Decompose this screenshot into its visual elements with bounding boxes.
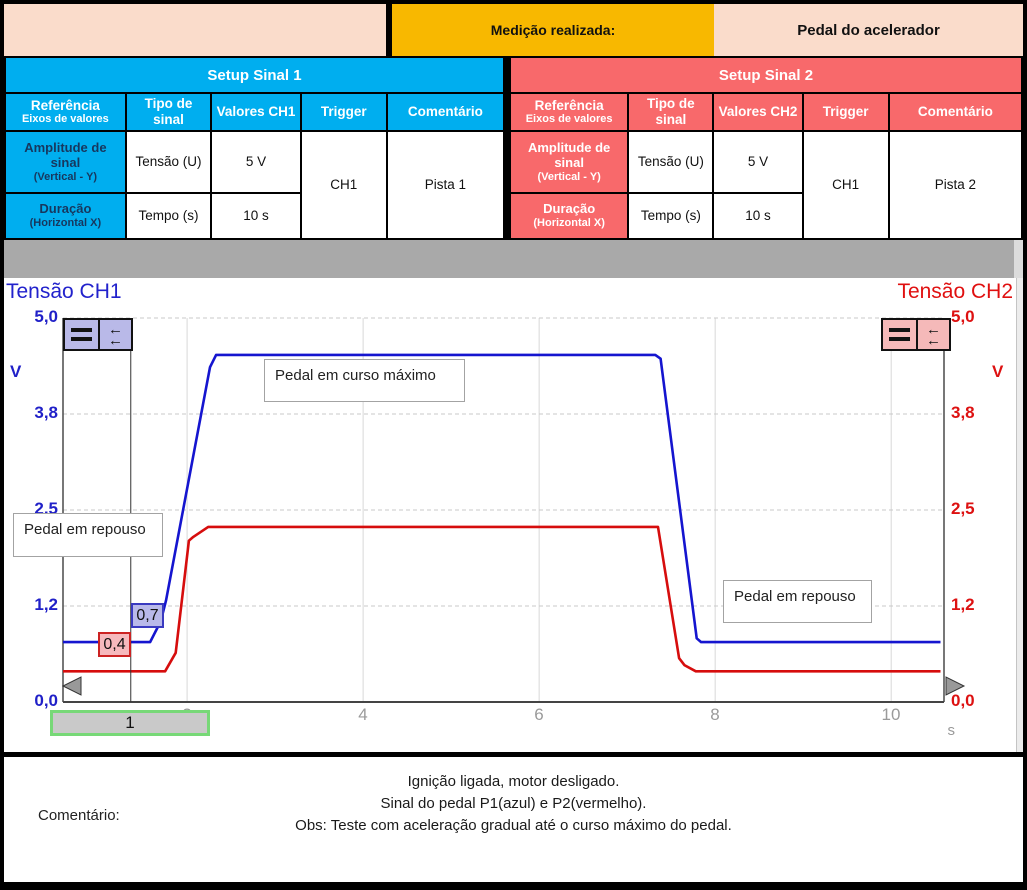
y-tick-right: 0,0 (951, 691, 975, 710)
signal-plot (61, 317, 966, 703)
measurement-label: Medição realizada: (392, 4, 714, 56)
ch1-pan-left-icon[interactable]: ← ← (98, 320, 131, 349)
series-CH2 (63, 525, 941, 673)
row2-ref-main: Duração (543, 201, 596, 217)
x-tick: 8 (710, 705, 720, 724)
ch2-scale-lines-icon[interactable] (883, 320, 916, 349)
left-arrow-icon: ← (926, 320, 941, 338)
header-blank-cell (4, 4, 386, 56)
setup2-row2-valor: 10 s (714, 194, 802, 238)
divider (4, 56, 1023, 58)
left-arrow-icon: ← (108, 331, 123, 349)
col-ref-sub: Eixos de valores (21, 113, 109, 126)
comment-line: Sinal do pedal P1(azul) e P2(vermelho). (380, 795, 647, 812)
comment-text: Ignição ligada, motor desligado. Sinal d… (4, 771, 1023, 837)
y-unit-right: V (992, 362, 1004, 381)
comment-section: Comentário: Ignição ligada, motor deslig… (4, 757, 1023, 882)
setup1-col-valores: Valores CH1 (212, 94, 300, 130)
setup1-row2-tipo: Tempo (s) (126, 194, 211, 238)
row1-ref-sub: (Vertical - Y) (33, 170, 98, 183)
setup2-row1-ref: Amplitude de sinal (Vertical - Y) (511, 132, 628, 192)
cursor-value-ch2: 0,4 (98, 632, 131, 657)
row1-ref-main: Amplitude de sinal (527, 139, 611, 170)
scroll-left-arrow[interactable] (61, 676, 82, 696)
cursor-value-ch1: 0,7 (131, 603, 164, 628)
x-unit: s (947, 722, 956, 739)
y-unit-left: V (10, 362, 22, 381)
setup2-title: Setup Sinal 2 (511, 58, 1021, 92)
col-ref-sub: Eixos de valores (525, 113, 613, 126)
y-tick-right: 1,2 (951, 595, 975, 614)
y-tick-left: 5,0 (34, 307, 58, 326)
setup2-col-comentario: Comentário (889, 94, 1021, 130)
right-scroll-strip[interactable] (1016, 278, 1023, 752)
row1-ref-sub: (Vertical - Y) (537, 170, 601, 183)
setup1-row2-ref: Duração (Horizontal X) (6, 194, 125, 238)
setup-table-2: Setup Sinal 2 Referência Eixos de valore… (509, 58, 1023, 240)
ch1-pan-controls: ← ← (63, 318, 133, 351)
ch2-pan-controls: ← ← (881, 318, 951, 351)
separator-end-cap (1014, 240, 1023, 278)
setup2-col-tipo: Tipo de sinal (629, 94, 713, 130)
row2-ref-sub: (Horizontal X) (533, 217, 605, 230)
annotation-pedal-repouso-left: Pedal em repouso (13, 513, 163, 557)
cursor-time-box[interactable]: 1 (50, 710, 210, 736)
setup1-col-tipo: Tipo de sinal (126, 94, 211, 130)
setup1-col-referencia: Referência Eixos de valores (6, 94, 125, 130)
setup1-comentario-value: Pista 1 (387, 132, 503, 238)
row2-ref-sub: (Horizontal X) (29, 217, 102, 230)
setup2-row1-tipo: Tensão (U) (629, 132, 713, 192)
chart-title-ch1: Tensão CH1 (6, 280, 122, 303)
toolbar-separator (4, 240, 1023, 278)
setup-table-1: Setup Sinal 1 Referência Eixos de valore… (4, 58, 505, 240)
comment-label: Comentário: (38, 807, 120, 824)
setup1-row1-tipo: Tensão (U) (126, 132, 211, 192)
comment-line: Obs: Teste com aceleração gradual até o … (295, 817, 732, 834)
row1-ref-main: Amplitude de sinal (24, 139, 107, 170)
setup2-row1-valor: 5 V (714, 132, 802, 192)
y-tick-left: 3,8 (34, 403, 58, 422)
y-tick-right: 5,0 (951, 307, 975, 326)
x-tick: 10 (881, 705, 901, 724)
setup1-col-trigger: Trigger (301, 94, 386, 130)
setup2-row2-ref: Duração (Horizontal X) (511, 194, 628, 238)
setup1-title: Setup Sinal 1 (6, 58, 503, 92)
y-tick-left: 0,0 (34, 691, 58, 710)
scope-chart-panel: Tensão CH1 Tensão CH2 ← ← ← ← Pedal em c… (4, 278, 1023, 752)
measurement-value: Pedal do acelerador (714, 4, 1023, 56)
setup2-row2-tipo: Tempo (s) (629, 194, 713, 238)
setup1-row2-valor: 10 s (212, 194, 300, 238)
chart-title-ch2: Tensão CH2 (897, 280, 1013, 303)
setup-tables: Setup Sinal 1 Referência Eixos de valore… (4, 58, 1023, 240)
x-tick: 6 (534, 705, 544, 724)
row2-ref-main: Duração (39, 201, 92, 217)
left-arrow-icon: ← (926, 331, 941, 349)
setup1-trigger-value: CH1 (301, 132, 386, 238)
col-ref-main: Referência (30, 97, 100, 113)
annotation-pedal-repouso-right: Pedal em repouso (723, 580, 872, 623)
x-tick: 4 (358, 705, 368, 724)
setup1-col-comentario: Comentário (387, 94, 503, 130)
setup1-row1-ref: Amplitude de sinal (Vertical - Y) (6, 132, 125, 192)
ch1-scale-lines-icon[interactable] (65, 320, 98, 349)
scroll-right-arrow[interactable] (945, 676, 966, 696)
setup2-trigger-value: CH1 (803, 132, 888, 238)
annotation-pedal-curso-maximo: Pedal em curso máximo (264, 359, 465, 402)
comment-line: Ignição ligada, motor desligado. (407, 773, 620, 790)
col-ref-main: Referência (534, 97, 604, 113)
series-CH1 (63, 353, 941, 644)
y-tick-right: 2,5 (951, 499, 975, 518)
ch2-pan-left-icon[interactable]: ← ← (916, 320, 949, 349)
y-tick-left: 1,2 (34, 595, 58, 614)
setup2-col-referencia: Referência Eixos de valores (511, 94, 628, 130)
divider (4, 752, 1023, 757)
setup2-col-trigger: Trigger (803, 94, 888, 130)
header: Medição realizada: Pedal do acelerador (4, 4, 1023, 56)
setup2-col-valores: Valores CH2 (714, 94, 802, 130)
y-tick-right: 3,8 (951, 403, 975, 422)
left-arrow-icon: ← (108, 320, 123, 338)
setup1-row1-valor: 5 V (212, 132, 300, 192)
setup2-comentario-value: Pista 2 (889, 132, 1021, 238)
